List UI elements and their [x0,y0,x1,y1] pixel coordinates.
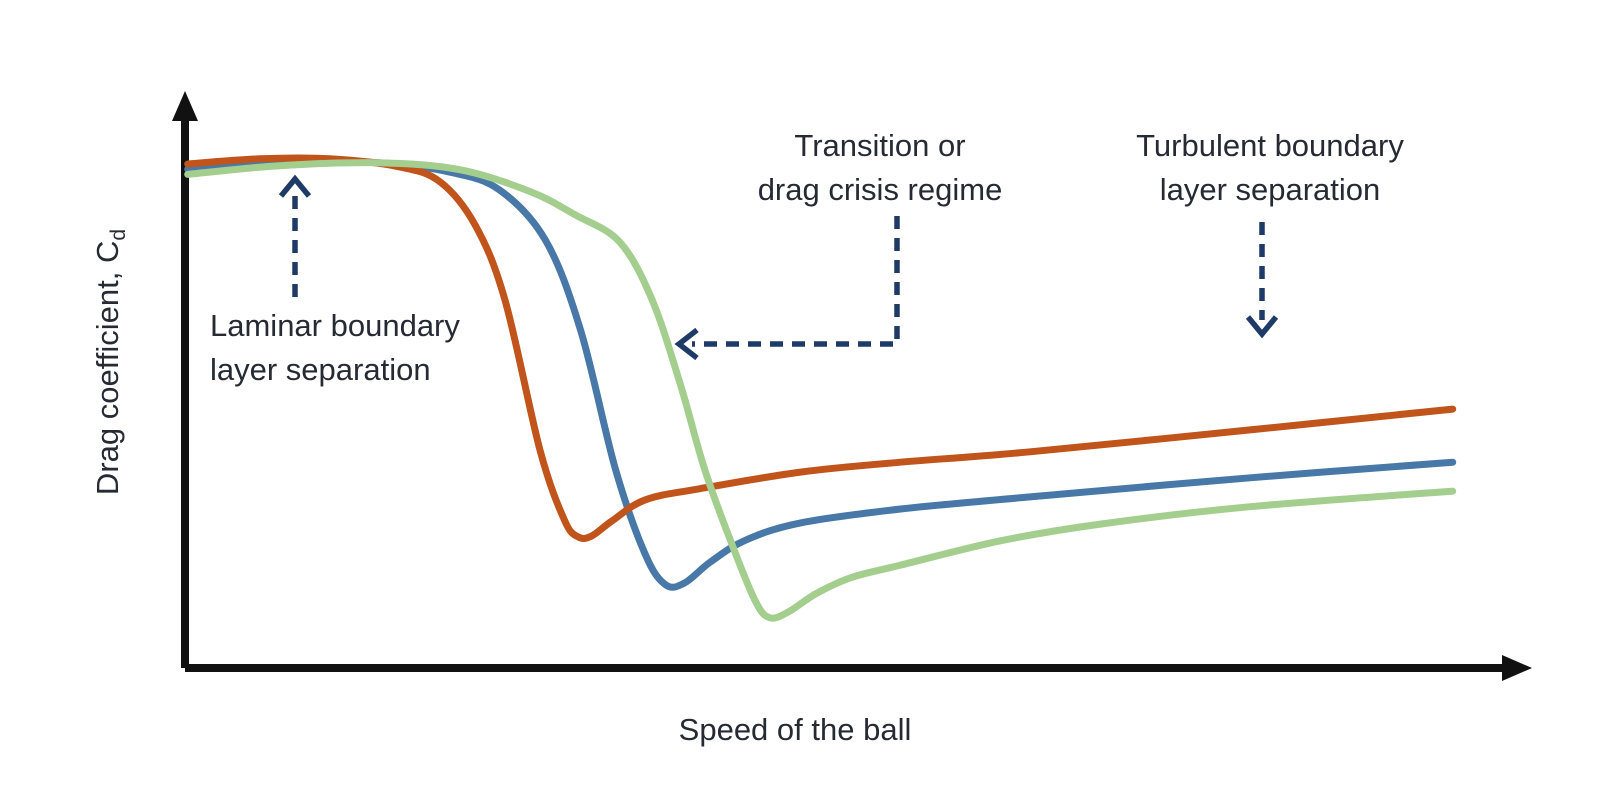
laminar-arrow [278,174,312,297]
transition-arrow [674,216,900,361]
annotation-laminar-line1: Laminar boundary [210,308,460,343]
annotation-turbulent-line1: Turbulent boundary [1136,128,1404,163]
orange-curve [184,154,1457,542]
x-axis-label: Speed of the ball [679,712,912,747]
blue-curve [184,158,1457,591]
annotation-transition-line1: Transition or [794,128,966,163]
annotation-transition-line2: drag crisis regime [757,172,1003,207]
green-curve [184,159,1457,622]
y-axis-label-main: Drag coefficient, C [90,241,125,495]
annotation-transition: Transition or drag crisis regime [730,124,1030,212]
arrow-up-icon [278,174,312,198]
annotation-turbulent: Turbulent boundary layer separation [1110,124,1430,212]
arrow-left-icon [674,327,699,361]
annotation-laminar-line2: layer separation [210,352,431,387]
turbulent-arrow [1245,222,1279,339]
y-axis-label: Drag coefficient, Cd [90,229,130,495]
transition-arrow-shaft [692,216,900,347]
y-axis-label-subscript: d [107,229,130,241]
annotation-turbulent-line2: layer separation [1159,172,1381,207]
arrow-down-icon [1245,315,1279,339]
annotation-laminar: Laminar boundary layer separation [210,304,460,392]
